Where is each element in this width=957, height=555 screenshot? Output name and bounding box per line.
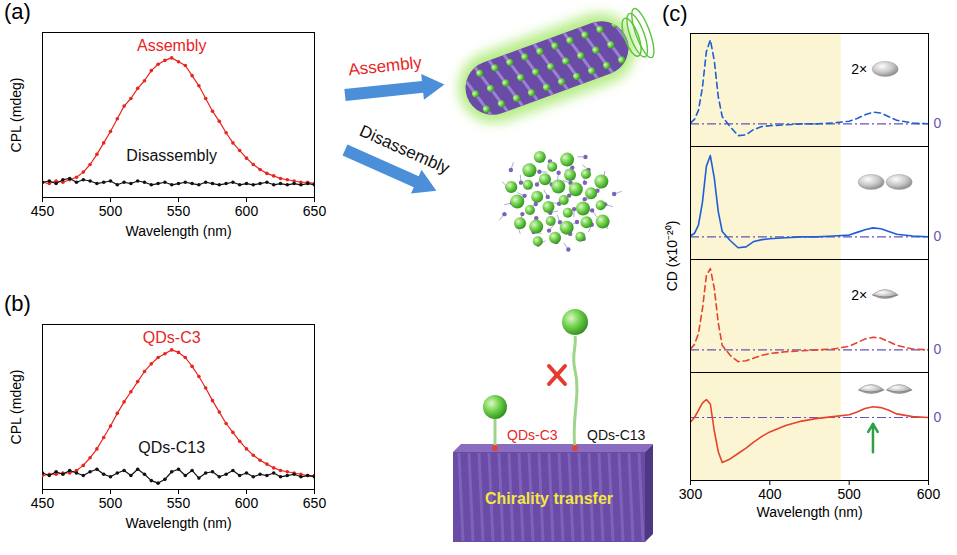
html-text:(c): (c) (662, 1, 688, 26)
svg-text:650: 650 (303, 203, 327, 219)
svg-text:600: 600 (917, 486, 941, 502)
svg-text:Wavelength (nm): Wavelength (nm) (125, 515, 231, 531)
svg-text:0: 0 (934, 228, 942, 244)
html-text:(a): (a) (4, 0, 31, 24)
svg-text:Wavelength (nm): Wavelength (nm) (125, 223, 231, 239)
html-text:CD (x10⁻²⁰): CD (x10⁻²⁰) (664, 220, 680, 292)
svg-text:550: 550 (167, 495, 191, 511)
svg-text:2×: 2× (851, 61, 867, 77)
html-text:CPL (mdeg): CPL (mdeg) (8, 369, 24, 444)
html-text:CPL (mdeg): CPL (mdeg) (8, 77, 24, 152)
svg-text:Assembly: Assembly (347, 53, 423, 80)
svg-text:500: 500 (99, 495, 123, 511)
html-text:(b): (b) (4, 291, 31, 316)
svg-text:500: 500 (837, 486, 861, 502)
svg-text:550: 550 (167, 203, 191, 219)
svg-text:300: 300 (679, 486, 703, 502)
svg-text:600: 600 (235, 495, 259, 511)
svg-text:2×: 2× (851, 287, 867, 303)
svg-text:0: 0 (934, 341, 942, 357)
svg-text:600: 600 (235, 203, 259, 219)
svg-text:Disassembly: Disassembly (126, 147, 217, 164)
svg-text:Assembly: Assembly (137, 37, 206, 54)
svg-text:0: 0 (934, 409, 942, 425)
svg-text:Chirality transfer: Chirality transfer (485, 490, 613, 507)
svg-text:QDs-C13: QDs-C13 (587, 427, 646, 443)
svg-text:QDs-C13: QDs-C13 (138, 439, 205, 456)
svg-text:450: 450 (31, 495, 55, 511)
svg-text:450: 450 (31, 203, 55, 219)
svg-text:400: 400 (758, 486, 782, 502)
svg-text:Disassembly: Disassembly (357, 121, 453, 178)
svg-text:Wavelength (nm): Wavelength (nm) (756, 504, 862, 520)
svg-text:QDs-C3: QDs-C3 (507, 427, 558, 443)
svg-text:650: 650 (303, 495, 327, 511)
svg-text:QDs-C3: QDs-C3 (143, 329, 201, 346)
svg-text:500: 500 (99, 203, 123, 219)
svg-text:0: 0 (934, 115, 942, 131)
